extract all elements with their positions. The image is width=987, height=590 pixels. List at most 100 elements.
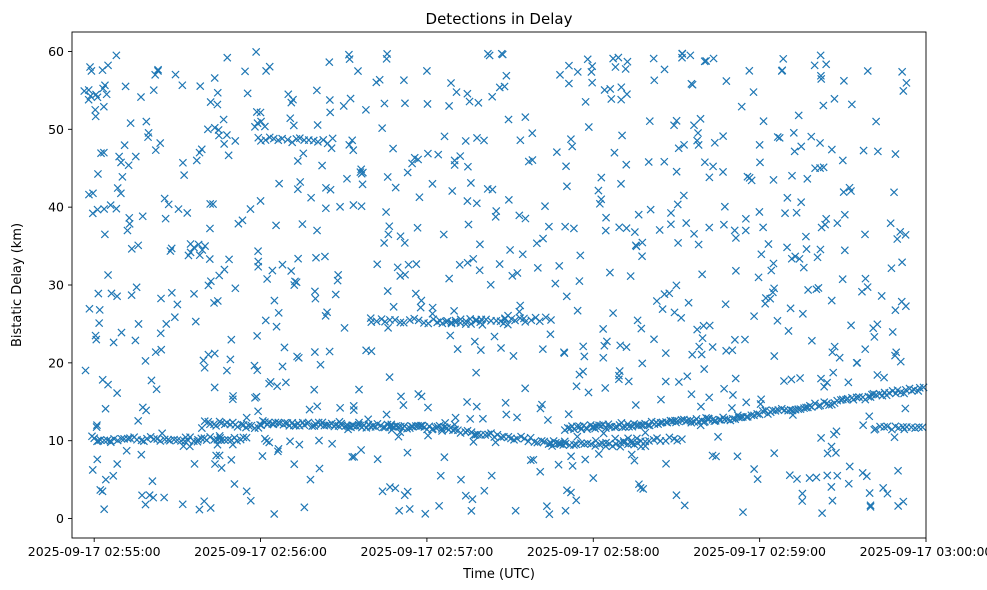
data-point — [655, 225, 664, 234]
data-point — [414, 316, 423, 325]
data-point — [709, 54, 718, 63]
data-point — [682, 219, 691, 228]
data-point — [816, 245, 825, 254]
data-point — [696, 402, 705, 411]
data-point — [428, 303, 437, 312]
data-point — [673, 436, 682, 445]
data-point — [488, 185, 497, 194]
data-point — [528, 156, 537, 165]
data-point — [579, 367, 588, 376]
x-tick-label: 2025-09-17 02:59:00 — [693, 544, 826, 559]
data-point — [645, 421, 654, 430]
data-point — [670, 308, 679, 317]
data-point — [210, 123, 219, 132]
x-tick-label: 2025-09-17 03:00:00 — [860, 544, 987, 559]
data-point — [795, 254, 804, 263]
data-point — [378, 423, 388, 432]
data-point — [472, 368, 481, 377]
data-point — [899, 497, 908, 506]
data-point — [690, 229, 699, 238]
data-point — [306, 475, 315, 484]
data-point — [106, 438, 115, 447]
data-point — [619, 436, 628, 446]
data-point — [270, 296, 279, 305]
data-point — [164, 200, 173, 209]
data-point — [206, 98, 215, 107]
data-point — [829, 368, 838, 377]
data-point — [777, 66, 786, 75]
data-point — [542, 502, 551, 511]
data-point — [615, 367, 624, 376]
data-point — [310, 287, 319, 296]
data-point — [538, 345, 547, 354]
data-point — [123, 226, 132, 235]
data-point — [680, 501, 689, 510]
data-point — [230, 479, 239, 489]
data-point — [423, 99, 432, 108]
data-point — [588, 78, 597, 87]
data-point — [138, 491, 147, 500]
data-point — [414, 390, 423, 399]
data-point — [206, 199, 215, 208]
data-point — [783, 243, 792, 252]
data-point — [594, 186, 603, 195]
data-point — [540, 202, 550, 211]
data-point — [588, 62, 597, 71]
data-point — [382, 410, 391, 419]
data-point — [313, 120, 322, 130]
x-axis-label: Time (UTC) — [462, 567, 535, 582]
data-point — [244, 421, 253, 430]
data-point — [521, 113, 530, 122]
data-point — [396, 392, 406, 401]
data-point — [584, 123, 593, 132]
data-point — [310, 348, 319, 357]
data-point — [325, 95, 334, 105]
data-point — [400, 491, 409, 500]
y-tick-label: 40 — [48, 200, 64, 215]
data-point — [311, 294, 320, 303]
data-point — [530, 437, 539, 446]
data-point — [513, 268, 522, 277]
data-point — [422, 66, 431, 75]
data-point — [666, 220, 675, 229]
data-point — [823, 378, 832, 387]
data-point — [555, 70, 565, 79]
data-point — [242, 433, 251, 442]
data-point — [166, 247, 175, 256]
data-point — [157, 345, 166, 354]
data-point — [830, 94, 839, 103]
data-point — [156, 294, 166, 303]
data-point — [474, 98, 483, 107]
data-point — [183, 208, 192, 217]
data-point — [862, 472, 871, 481]
data-point — [827, 296, 836, 305]
data-point — [575, 277, 584, 286]
data-point — [400, 238, 409, 247]
data-point — [731, 374, 740, 383]
data-point — [476, 346, 485, 355]
data-point — [210, 73, 219, 83]
data-point — [677, 435, 686, 444]
data-point — [213, 100, 222, 109]
data-point — [270, 509, 279, 519]
data-point — [617, 95, 626, 104]
data-point — [899, 86, 908, 95]
data-point — [705, 223, 714, 232]
data-point — [798, 489, 807, 498]
data-point — [243, 89, 252, 98]
data-point — [816, 71, 825, 80]
data-point — [151, 146, 160, 155]
data-point — [463, 89, 472, 98]
data-point — [200, 363, 209, 372]
data-point — [203, 125, 212, 134]
data-point — [624, 434, 633, 443]
data-point — [880, 373, 889, 382]
data-point — [384, 323, 393, 332]
data-point — [769, 259, 778, 268]
data-point — [93, 169, 102, 179]
data-point — [705, 321, 714, 330]
data-point — [672, 281, 681, 290]
data-point — [720, 202, 729, 211]
data-point — [901, 302, 910, 311]
data-point — [861, 345, 870, 354]
